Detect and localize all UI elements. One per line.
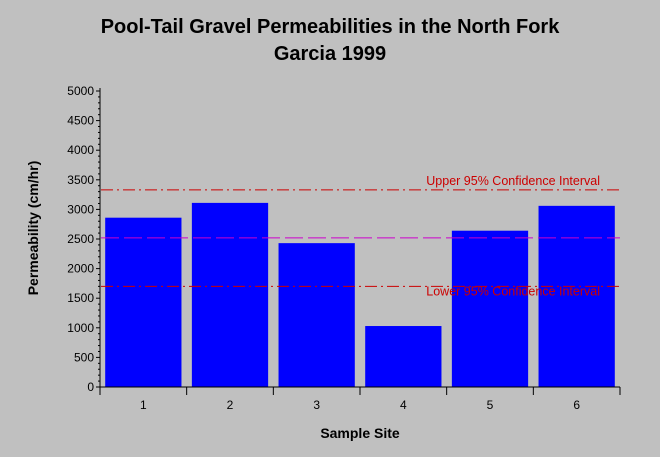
y-tick-label: 4500 [67,114,94,128]
reference-line-label: Upper 95% Confidence Interval [426,174,600,188]
y-axis-label: Permeability (cm/hr) [25,160,41,296]
y-tick-label: 1500 [67,291,94,305]
bar-site-3 [278,243,355,387]
plot-area [100,82,620,390]
bar-site-2 [191,202,269,387]
y-tick-label: 0 [87,380,94,394]
bar-site-6 [538,205,615,387]
y-tick-label: 5000 [67,84,94,98]
y-tick-label: 500 [74,350,94,364]
y-tick-label: 1000 [67,321,94,335]
x-axis-ticks: 1 2 3 4 5 6 [99,387,621,412]
x-tick-label: 1 [140,398,147,412]
y-tick-label: 3000 [67,202,94,216]
bars [105,202,615,387]
x-axis-label: Sample Site [320,425,400,441]
chart-title-line-2: Garcia 1999 [273,43,387,65]
chart-title: Pool-Tail Gravel Permeabilities in the N… [0,14,660,68]
x-tick-label: 2 [227,398,234,412]
chart-title-line-1: Pool-Tail Gravel Permeabilities in the N… [100,16,560,38]
y-tick-label: 2000 [67,262,94,276]
x-tick-label: 3 [313,398,320,412]
x-tick-label: 4 [400,398,407,412]
y-tick-label: 2500 [67,232,94,246]
reference-line-label: Lower 95% Confidence Interval [426,284,600,298]
y-tick-label: 3500 [67,173,94,187]
bar-site-1 [105,217,182,387]
bar-site-5 [451,230,529,387]
y-axis-ticks: 0 500 1000 1500 2000 2500 3000 3500 4000 4500 5000 [67,84,100,394]
bar-site-4 [365,326,442,387]
reference-lines: Upper 95% Confidence Interval Lower 95% C… [101,174,620,298]
y-tick-label: 4000 [67,143,94,157]
x-tick-label: 5 [487,398,494,412]
x-tick-label: 6 [573,398,580,412]
